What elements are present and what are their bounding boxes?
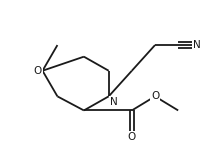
Text: O: O [33,66,42,76]
Text: N: N [193,40,201,50]
Text: O: O [128,132,136,142]
Text: N: N [110,97,117,107]
Text: O: O [151,91,159,101]
